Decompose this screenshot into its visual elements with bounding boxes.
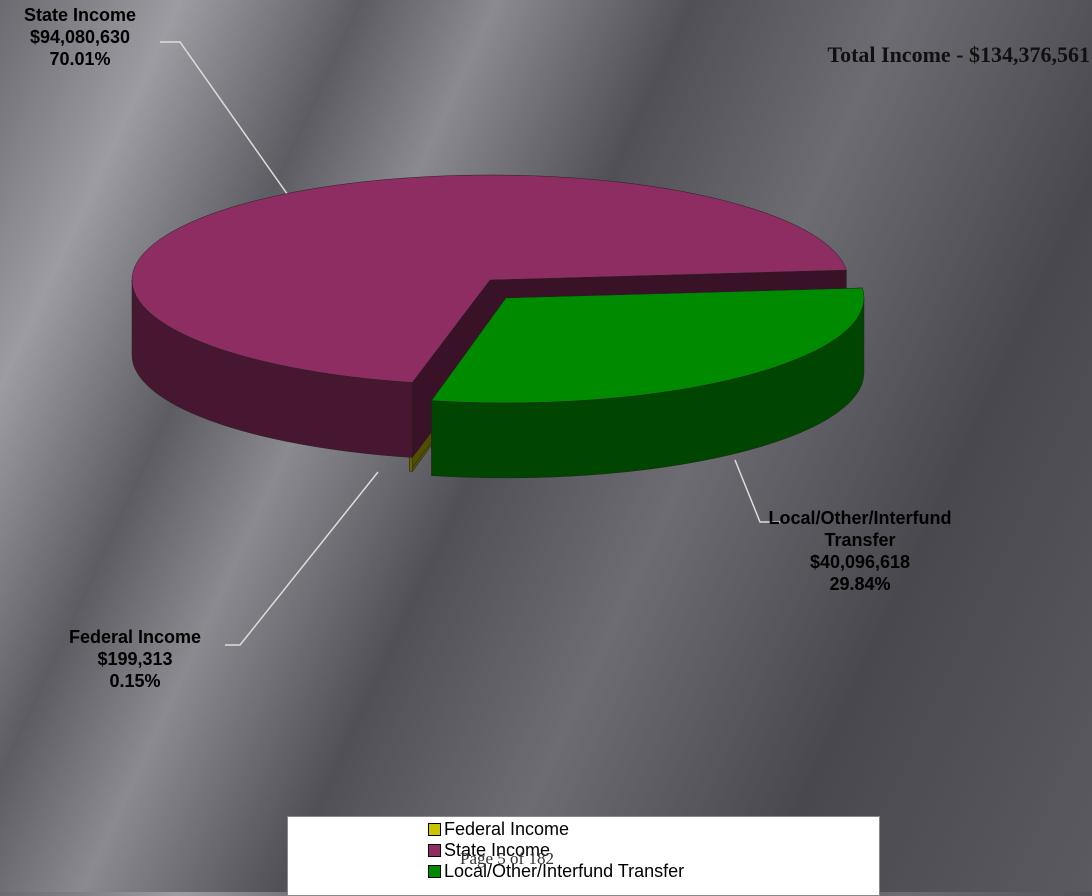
slice-label: State Income $94,080,630 70.01% [0, 4, 160, 70]
label-percent: 70.01% [49, 49, 111, 69]
slice [431, 287, 865, 404]
label-value: $199,313 [97, 649, 173, 669]
legend-swatch [428, 844, 441, 857]
label-percent: 0.15% [109, 671, 161, 691]
label-name: State Income [23, 5, 137, 25]
label-value: $94,080,630 [29, 27, 131, 47]
slice [131, 174, 847, 383]
legend: Federal Income State Income Local/Other/In… [287, 816, 880, 896]
slice-label: Federal Income $199,313 0.15% [40, 626, 230, 692]
label-percent: 29.84% [829, 574, 891, 594]
legend-label: Local/Other/Interfund Transfer [444, 861, 685, 881]
legend-entry: State Income [428, 840, 879, 861]
slice-label: Local/Other/Interfund Transfer $40,096,6… [760, 507, 960, 595]
page-footer: Page 5 of 182 [460, 849, 554, 868]
label-name: Federal Income [68, 627, 202, 647]
callout-line [225, 471, 379, 646]
legend-entry: Federal Income [428, 819, 879, 840]
legend-entry: Local/Other/Interfund Transfer [428, 861, 879, 882]
label-value: $40,096,618 [809, 552, 911, 572]
legend-label: State Income [444, 840, 551, 860]
callout-line [734, 459, 780, 523]
legend-label: Federal Income [444, 819, 570, 839]
callout-lines [160, 41, 780, 646]
chart-title: Total Income - $134,376,561 [827, 42, 1090, 67]
label-name: Local/Other/Interfund Transfer [768, 508, 952, 550]
legend-swatch [428, 865, 441, 878]
legend-swatch [428, 823, 441, 836]
callout-line [160, 41, 296, 206]
